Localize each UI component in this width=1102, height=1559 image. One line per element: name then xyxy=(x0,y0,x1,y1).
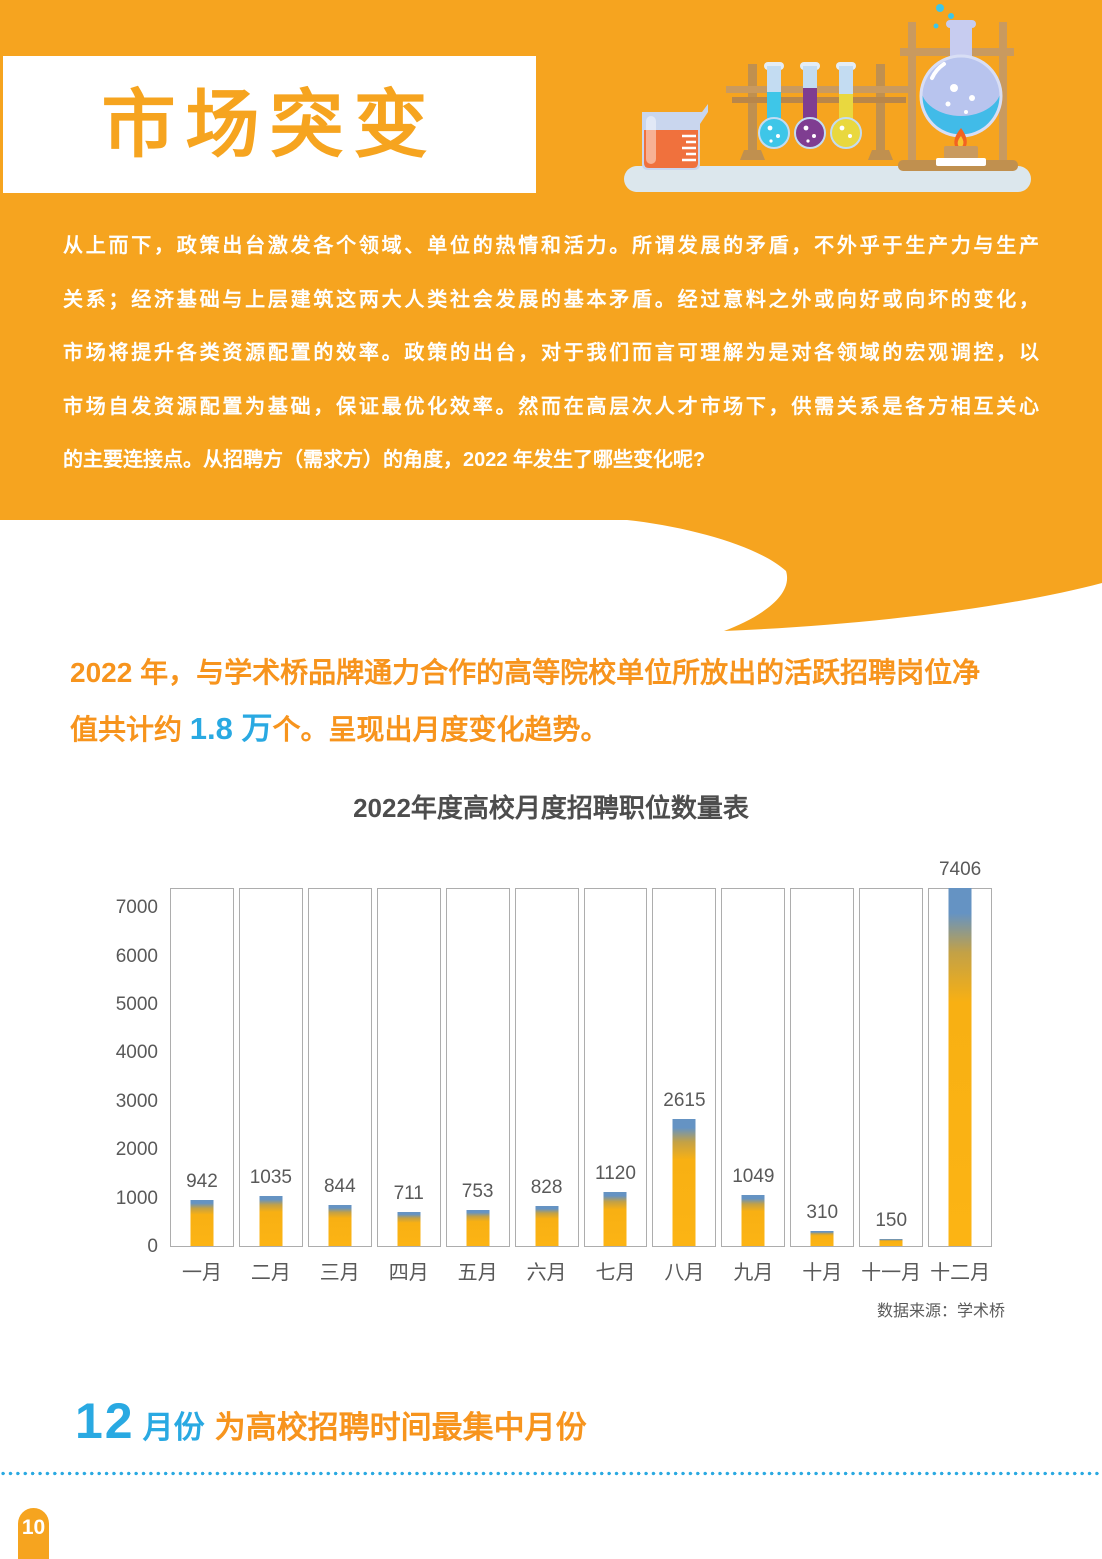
chart-panel: 150 十一月 xyxy=(859,888,924,1284)
test-tube-rack-icon xyxy=(726,62,912,160)
bar-value-label: 7406 xyxy=(938,858,982,880)
y-tick-label: 3000 xyxy=(115,1090,158,1112)
bar-value-label: 942 xyxy=(186,1171,218,1193)
bar xyxy=(879,1238,903,1246)
bar-chart: 0 1000 2000 3000 4000 5000 6000 7000 942 一月 1035 二… xyxy=(0,859,1102,1320)
flask-icon xyxy=(919,20,1003,138)
conclusion: 12 月份 为高校招聘时间最集中月份 xyxy=(75,1392,587,1450)
chart-panel: 1035 二月 xyxy=(238,888,303,1284)
x-axis-label: 一月 xyxy=(181,1262,222,1284)
dotted-divider xyxy=(0,1471,1102,1476)
y-tick-label: 6000 xyxy=(115,945,158,967)
bar xyxy=(466,1209,490,1246)
intro-line: 从上而下，政策出台激发各个领域、单位的热情和活力。所谓发展的矛盾，不外乎于生产力… xyxy=(63,235,1039,257)
bar xyxy=(259,1195,283,1246)
chart-title: 2022年度高校月度招聘职位数量表 xyxy=(353,793,749,823)
x-axis-label: 十月 xyxy=(802,1262,843,1284)
page-number-badge: 10 xyxy=(18,1508,49,1559)
chart-panel: 753 五月 xyxy=(445,888,510,1284)
bar xyxy=(741,1195,765,1246)
y-tick-label: 0 xyxy=(147,1236,158,1257)
chart-panel: 7406 十二月 xyxy=(928,859,993,1284)
statement-line2: 值共计约 1.8 万个。呈现出月度变化趋势。 xyxy=(70,701,1055,758)
y-tick-label: 4000 xyxy=(115,1042,158,1064)
statement-highlight-value: 1.8 万 xyxy=(189,711,273,746)
chart-panel: 2615 八月 xyxy=(652,888,717,1284)
y-tick-label: 7000 xyxy=(115,897,158,919)
bar xyxy=(948,887,972,1246)
bar xyxy=(190,1200,214,1246)
x-axis-label: 八月 xyxy=(664,1262,705,1284)
lab-equipment-illustration xyxy=(624,4,1031,192)
chart-panel: 844 三月 xyxy=(307,888,372,1284)
statement-line1: 2022 年，与学术桥品牌通力合作的高等院校单位所放出的活跃招聘岗位净 xyxy=(70,657,981,688)
flask-stand-icon xyxy=(898,20,1018,171)
chart-panel: 942 一月 xyxy=(170,888,234,1284)
bar xyxy=(535,1205,559,1246)
test-tube-cyan-icon xyxy=(758,62,790,149)
bar xyxy=(328,1205,352,1246)
bubbles-icon xyxy=(933,4,954,29)
intro-line: 市场自发资源配置为基础，保证最优化效率。然而在高层次人才市场下，供需关系是各方相… xyxy=(63,395,1039,418)
bar xyxy=(603,1191,627,1246)
hero-section: 市场突变 从上而下，政策出台激发各个领域、单位的热情和活力。所谓发展的矛盾，不外… xyxy=(0,0,1102,520)
bar-value-label: 753 xyxy=(461,1180,494,1202)
test-tube-yellow-icon xyxy=(830,62,862,149)
page-number: 10 xyxy=(21,1516,46,1539)
intro-paragraph: 从上而下，政策出台激发各个领域、单位的热情和活力。所谓发展的矛盾，不外乎于生产力… xyxy=(63,220,1039,488)
y-tick-label: 2000 xyxy=(115,1139,158,1161)
bar-value-label: 1035 xyxy=(249,1166,293,1188)
beaker-icon xyxy=(642,104,708,170)
x-axis-label: 四月 xyxy=(388,1262,429,1284)
page-title: 市场突变 xyxy=(101,82,438,166)
bar-value-label: 150 xyxy=(875,1209,908,1231)
y-tick-label: 1000 xyxy=(115,1187,158,1209)
burner-flame-icon xyxy=(936,128,986,166)
x-axis-label: 七月 xyxy=(595,1262,636,1284)
x-axis-label: 五月 xyxy=(457,1262,498,1284)
bar xyxy=(397,1211,421,1246)
conclusion-unit: 月份 xyxy=(142,1410,205,1445)
page-title-box: 市场突变 xyxy=(3,56,536,193)
bar xyxy=(672,1119,696,1246)
bar-value-label: 2615 xyxy=(663,1090,706,1112)
chart-panel: 1120 七月 xyxy=(583,888,648,1284)
intro-line: 市场将提升各类资源配置的效率。政策的出台，对于我们而言可理解为是对各领域的宏观调… xyxy=(63,342,1039,364)
statement-line2-prefix: 值共计约 xyxy=(70,714,190,745)
intro-line: 关系；经济基础与上层建筑这两大人类社会发展的基本矛盾。经过意料之外或向好或向坏的… xyxy=(63,288,1039,311)
bar-value-label: 711 xyxy=(393,1182,424,1204)
bar-value-label: 844 xyxy=(323,1176,356,1198)
test-tube-purple-icon xyxy=(794,62,826,149)
bar xyxy=(810,1231,834,1246)
swoosh-shape xyxy=(618,519,1102,631)
statement-line2-suffix: 个。呈现出月度变化趋势。 xyxy=(272,714,609,745)
x-axis-label: 六月 xyxy=(526,1262,567,1284)
chart-panel: 310 十月 xyxy=(790,888,855,1284)
chart-source: 数据来源：学术桥 xyxy=(876,1303,1005,1320)
y-tick-label: 5000 xyxy=(115,994,158,1016)
chart-plot: 942 一月 1035 二月 844 三月 711 四月 753 五月 828 六月 1120 七月 261… xyxy=(170,859,993,1284)
bar-value-label: 1049 xyxy=(732,1166,775,1188)
chart-panel: 711 四月 xyxy=(376,888,441,1284)
shelf xyxy=(624,166,1031,192)
bar-value-label: 828 xyxy=(530,1176,563,1198)
x-axis-label: 三月 xyxy=(319,1262,360,1284)
statement: 2022 年，与学术桥品牌通力合作的高等院校单位所放出的活跃招聘岗位净 值共计约… xyxy=(70,645,1055,758)
chart-panel: 828 六月 xyxy=(514,888,579,1284)
bar-value-label: 1120 xyxy=(595,1162,636,1184)
x-axis-label: 九月 xyxy=(733,1262,774,1284)
chart-panel: 1049 九月 xyxy=(721,888,786,1284)
conclusion-number: 12 xyxy=(75,1393,135,1449)
conclusion-text: 为高校招聘时间最集中月份 xyxy=(214,1410,587,1445)
x-axis-label: 十一月 xyxy=(861,1262,922,1284)
intro-line: 的主要连接点。从招聘方（需求方）的角度，2022 年发生了哪些变化呢? xyxy=(63,449,706,471)
bar-value-label: 310 xyxy=(806,1202,839,1224)
x-axis-label: 二月 xyxy=(250,1262,291,1284)
x-axis-label: 十二月 xyxy=(930,1262,991,1284)
